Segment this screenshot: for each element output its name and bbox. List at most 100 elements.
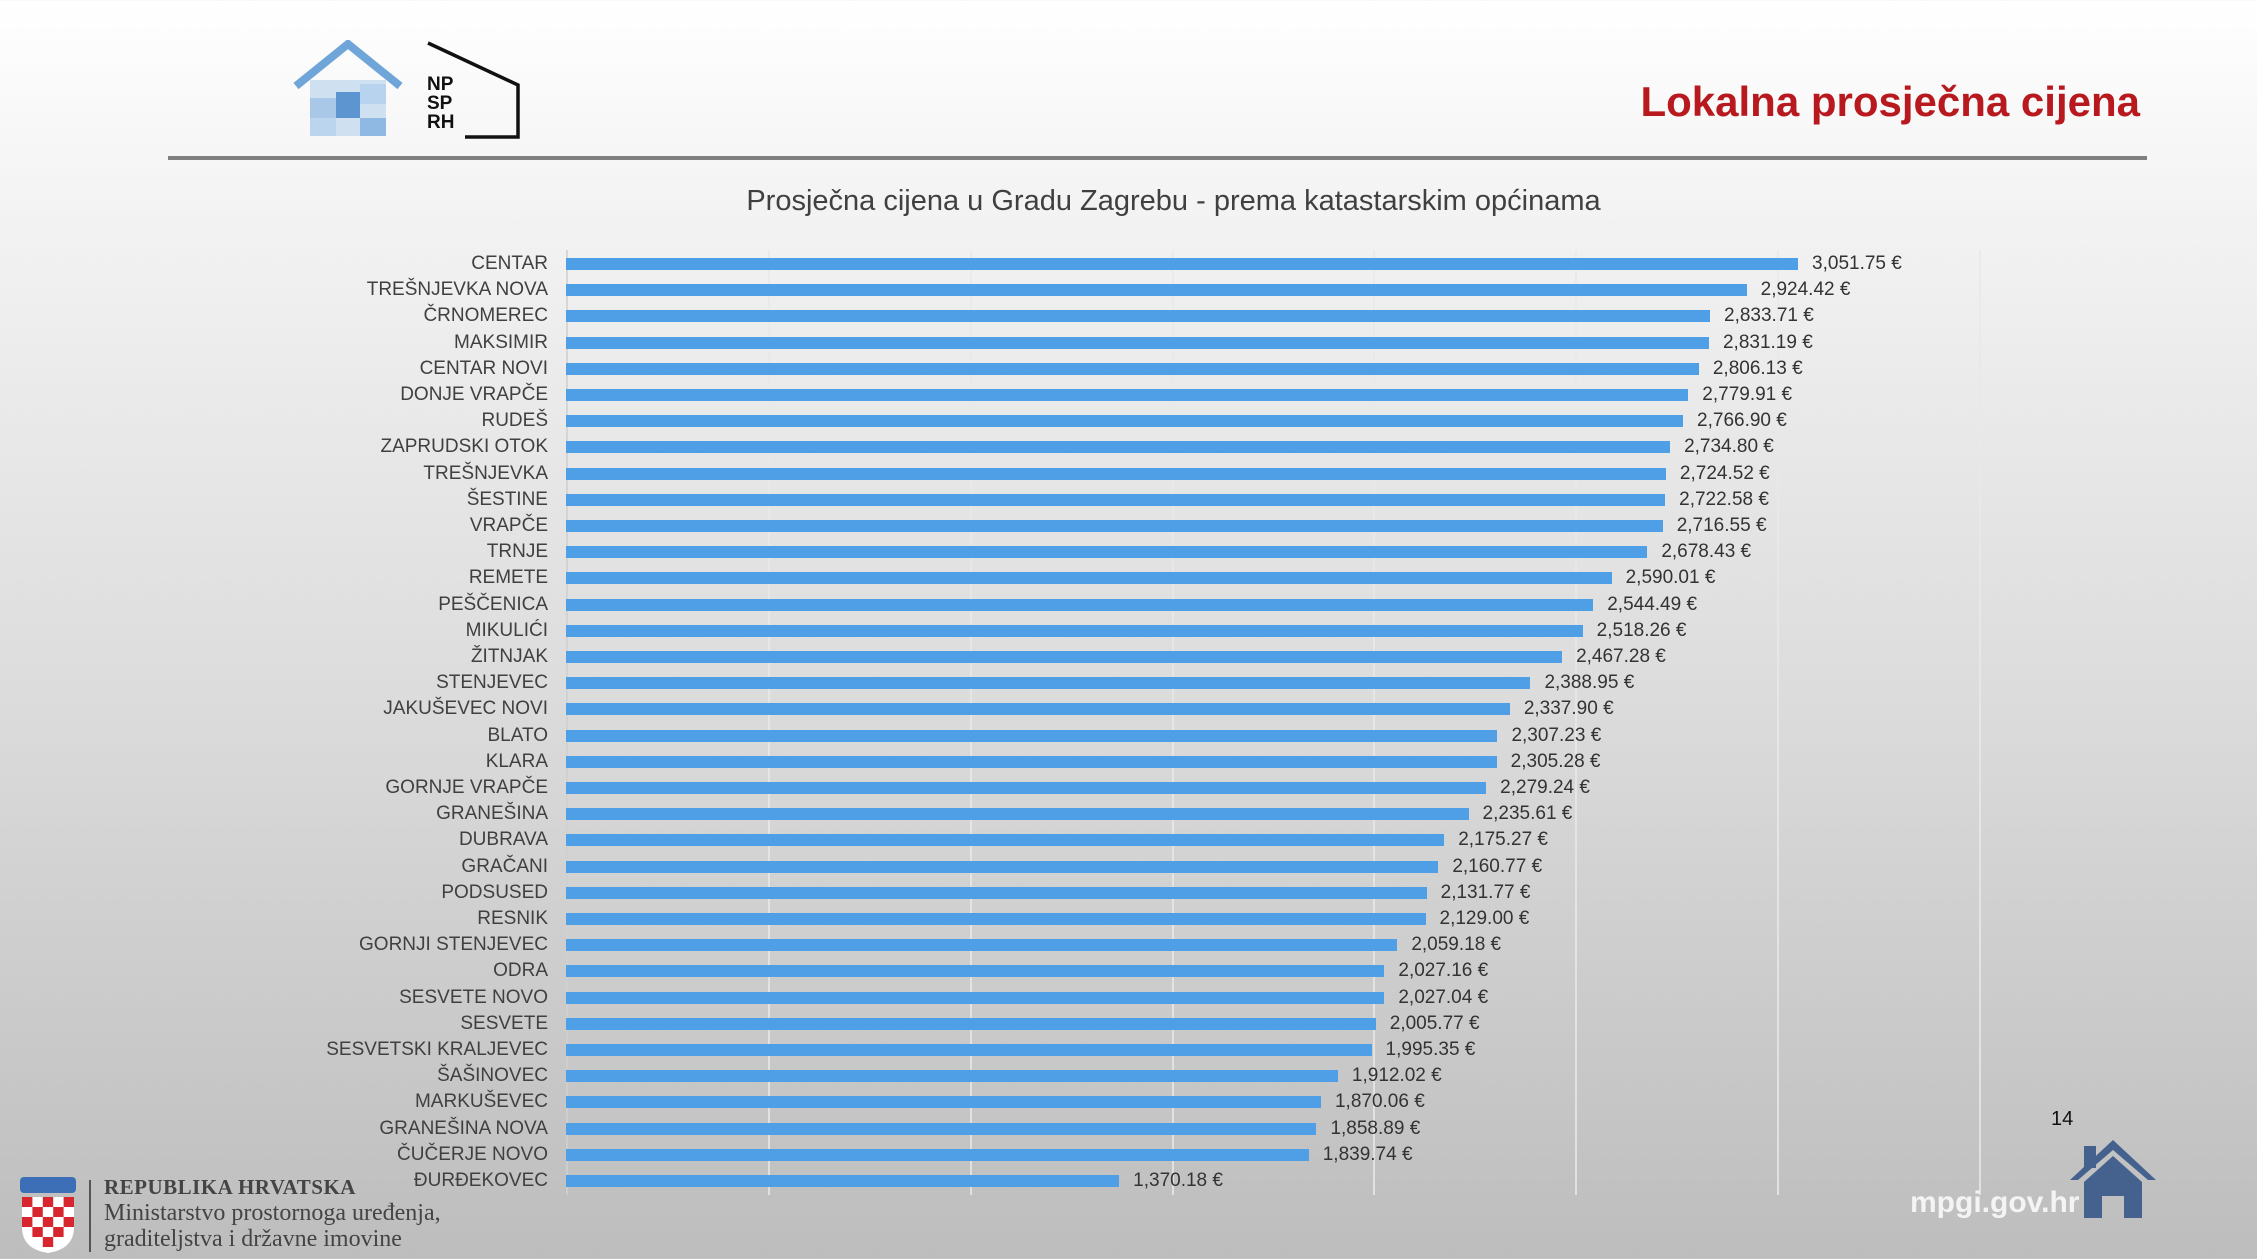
ministry-line-1: Ministarstvo prostornoga uređenja, — [104, 1200, 441, 1226]
data-label: 1,870.06 € — [1334, 1091, 1425, 1113]
data-label: 2,544.49 € — [1607, 593, 1698, 615]
footer-divider — [89, 1180, 91, 1252]
data-label: 2,307.23 € — [1511, 724, 1602, 746]
category-label: ZAPRUDSKI OTOK — [380, 436, 548, 458]
bar — [566, 677, 1531, 690]
category-label: PODSUSED — [441, 881, 548, 903]
bar — [566, 860, 1439, 873]
category-label: VRAPČE — [469, 515, 548, 536]
npsprh-logo-text: NP SP RH — [427, 74, 455, 133]
category-label: JAKUŠEVEC NOVI — [383, 698, 548, 720]
data-label: 2,027.04 € — [1398, 986, 1489, 1008]
data-label: 2,005.77 € — [1389, 1012, 1480, 1034]
bar — [566, 258, 1799, 270]
ministry-line-2: graditeljstva i državne imovine — [104, 1226, 402, 1252]
data-label: 2,160.77 € — [1452, 855, 1543, 877]
data-label: 2,027.16 € — [1398, 960, 1489, 982]
category-label: ŽITNJAK — [470, 646, 548, 667]
category-label: ŠAŠINOVEC — [437, 1065, 548, 1087]
bar — [566, 572, 1612, 585]
bar — [566, 1148, 1309, 1161]
data-label: 2,831.19 € — [1722, 331, 1813, 353]
bar — [566, 310, 1710, 323]
header-divider — [168, 156, 2147, 160]
category-label: PEŠČENICA — [438, 593, 548, 615]
bar — [566, 651, 1563, 663]
data-label: 2,305.28 € — [1510, 750, 1601, 772]
category-label: DUBRAVA — [458, 829, 548, 851]
bar — [566, 389, 1689, 401]
category-label: CENTAR — [471, 253, 548, 274]
category-label: ODRA — [493, 960, 548, 982]
data-label: 2,724.52 € — [1679, 462, 1770, 484]
data-label: 2,337.90 € — [1523, 698, 1614, 720]
bar — [566, 441, 1671, 454]
bar — [566, 703, 1510, 716]
bar — [566, 1175, 1120, 1187]
category-label: CENTAR NOVI — [419, 357, 548, 379]
bar — [566, 546, 1648, 559]
gridline — [1575, 250, 1578, 1195]
data-label: 1,995.35 € — [1385, 1039, 1476, 1060]
bar — [566, 965, 1385, 978]
home-icon[interactable] — [2070, 1140, 2156, 1218]
category-label: ČRNOMEREC — [423, 305, 548, 327]
category-label: GORNJI STENJEVEC — [359, 934, 548, 956]
bar — [566, 520, 1663, 532]
category-label: RUDEŠ — [481, 410, 548, 432]
category-label: MAKSIMIR — [454, 331, 548, 353]
data-label: 1,912.02 € — [1351, 1065, 1442, 1087]
category-label: SESVETE — [460, 1012, 548, 1034]
page-number: 14 — [2051, 1108, 2074, 1130]
category-label: RESNIK — [477, 908, 548, 929]
npsprh-house-outline-icon — [427, 41, 520, 139]
data-label: 2,129.00 € — [1439, 908, 1530, 929]
bar — [566, 1122, 1317, 1135]
bar — [566, 598, 1594, 611]
bar — [566, 1070, 1338, 1083]
npsprh-logo: NP SP RH — [425, 40, 520, 140]
data-label: 1,839.74 € — [1322, 1143, 1413, 1165]
data-label: 2,518.26 € — [1596, 619, 1687, 641]
bar — [566, 1096, 1321, 1109]
bar — [566, 755, 1497, 768]
bar — [566, 493, 1666, 506]
bar — [566, 1044, 1372, 1056]
croatian-coat-of-arms-icon — [20, 1177, 76, 1253]
bar — [566, 284, 1747, 297]
data-label: 2,924.42 € — [1760, 279, 1851, 301]
category-label: ŠESTINE — [466, 488, 548, 510]
bar — [566, 729, 1498, 742]
data-label: 2,388.95 € — [1544, 672, 1635, 694]
category-label: TREŠNJEVKA NOVA — [366, 279, 548, 301]
country-name: REPUBLIKA HRVATSKA — [104, 1175, 356, 1199]
category-label: DONJE VRAPČE — [400, 384, 548, 405]
category-label: GRAČANI — [461, 855, 548, 877]
gridline — [969, 250, 972, 1195]
category-label: SESVETSKI KRALJEVEC — [326, 1039, 548, 1060]
category-label: GORNJE VRAPČE — [385, 777, 548, 798]
data-label: 2,279.24 € — [1500, 777, 1590, 798]
bar — [566, 913, 1426, 925]
category-label: STENJEVEC — [436, 672, 548, 694]
bar — [566, 834, 1445, 847]
category-label: GRANEŠINA NOVA — [379, 1117, 548, 1139]
data-label: 2,059.18 € — [1411, 934, 1502, 956]
bar — [566, 808, 1469, 821]
website-link[interactable]: mpgi.gov.hr — [1910, 1186, 2080, 1219]
data-label: 2,467.28 € — [1576, 646, 1666, 667]
bar — [566, 939, 1398, 952]
data-label: 2,131.77 € — [1440, 881, 1531, 903]
chart-title: Prosječna cijena u Gradu Zagrebu - prema… — [746, 185, 1601, 217]
bar — [566, 1017, 1376, 1030]
category-label: REMETE — [468, 567, 548, 589]
data-label: 2,806.13 € — [1712, 357, 1803, 379]
bar — [566, 415, 1684, 428]
category-label: TRNJE — [486, 541, 548, 563]
data-label: 1,370.18 € — [1133, 1170, 1223, 1191]
gridline — [566, 250, 568, 1195]
bar — [566, 624, 1583, 637]
gridline — [1777, 250, 1780, 1195]
data-label: 1,858.89 € — [1330, 1117, 1421, 1139]
